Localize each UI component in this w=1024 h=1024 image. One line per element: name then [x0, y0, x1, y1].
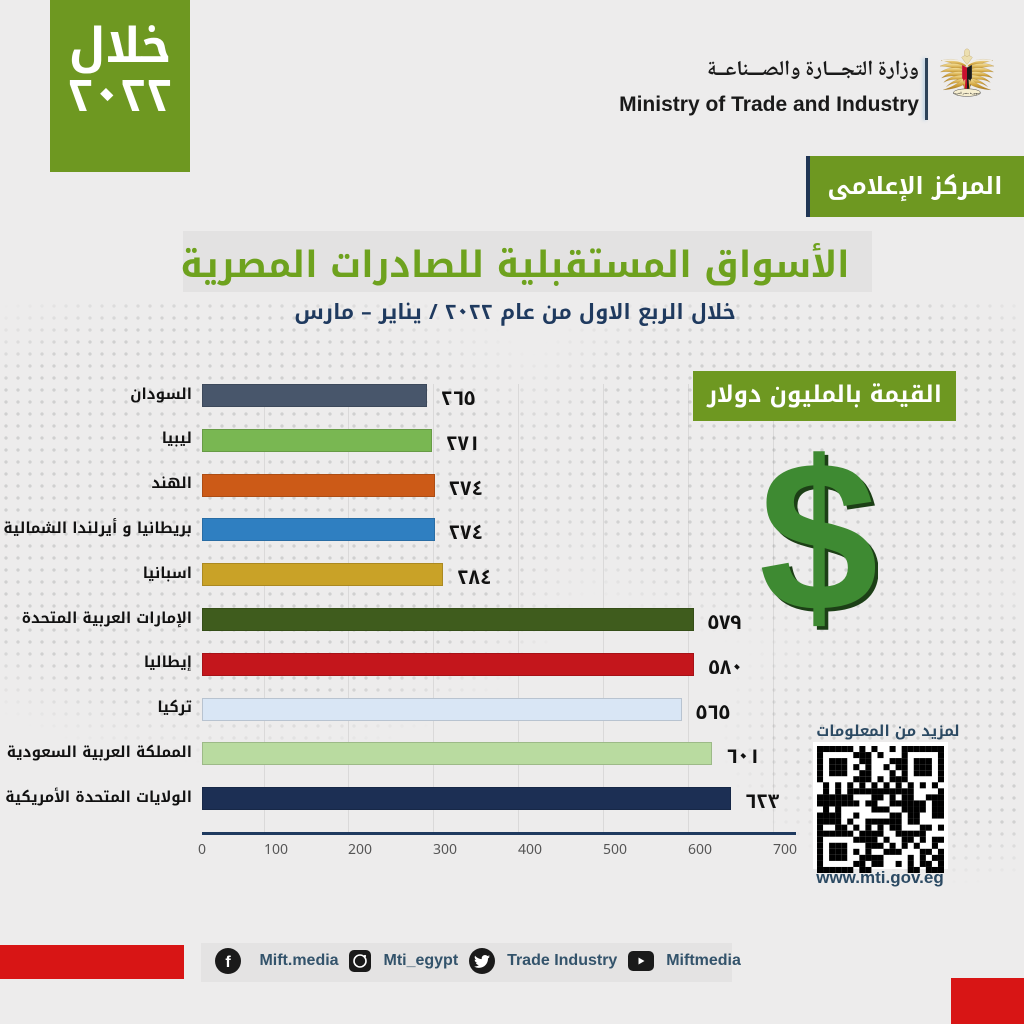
svg-text:$: $	[759, 440, 878, 633]
svg-text:f: f	[225, 954, 231, 971]
